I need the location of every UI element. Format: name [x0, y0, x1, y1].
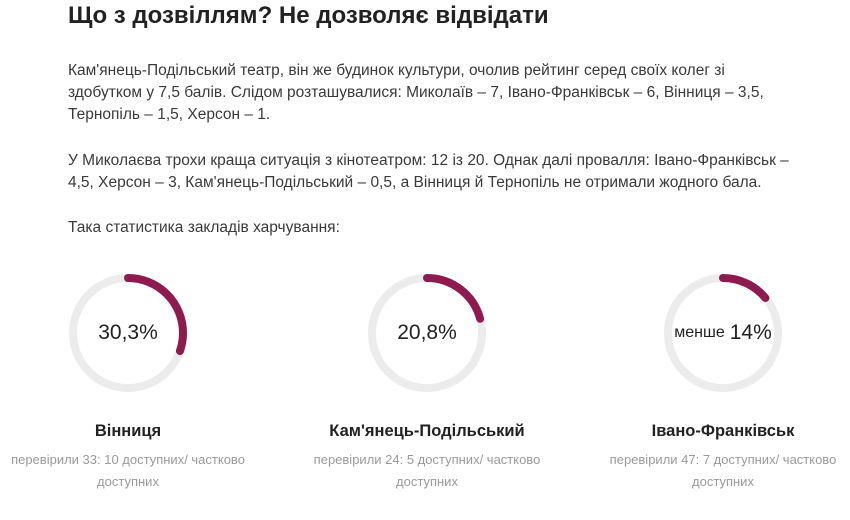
progress-ring-arc — [664, 274, 782, 392]
stat-note: перевірили 24: 5 доступних/ частково дос… — [313, 452, 541, 489]
article-heading: Що з дозвіллям? Не дозволяє відвідати — [68, 2, 549, 29]
progress-ring-graphic — [69, 274, 187, 392]
stat-card-ivano-frankivsk: менше 14% Івано-Франківськ перевірили 47… — [583, 270, 850, 493]
stat-city: Івано-Франківськ — [651, 422, 795, 440]
progress-ring-arc — [368, 274, 486, 392]
stat-card-kamianets: 20,8% Кам'янець-Подільський перевірили 2… — [287, 270, 567, 493]
stat-value: менше 14% — [660, 270, 786, 396]
progress-ring: 20,8% — [364, 270, 490, 396]
stat-city: Вінниця — [94, 422, 162, 440]
progress-ring: 30,3% — [65, 270, 191, 396]
paragraph-theatre: Кам'янець-Подільський театр, він же буди… — [68, 62, 764, 123]
stat-note: перевірили 33: 10 доступних/ частково до… — [11, 452, 245, 489]
stat-city: Кам'янець-Подільський — [329, 422, 525, 440]
stat-prefix: менше — [674, 324, 725, 341]
progress-ring-graphic — [368, 274, 486, 392]
progress-ring: менше 14% — [660, 270, 786, 396]
stat-value: 30,3% — [65, 270, 191, 396]
stat-percent: 30,3% — [98, 321, 158, 344]
stat-value: 20,8% — [364, 270, 490, 396]
paragraph-food-intro: Така статистика закладів харчування: — [68, 219, 340, 236]
stat-percent: 20,8% — [397, 321, 457, 344]
stat-percent: 14% — [729, 321, 772, 344]
stat-note: перевірили 47: 7 доступних/ частково дос… — [609, 452, 837, 489]
progress-ring-graphic — [664, 274, 782, 392]
stat-card-vinnytsia: 30,3% Вінниця перевірили 33: 10 доступни… — [0, 270, 268, 493]
paragraph-cinema: У Миколаєва трохи краща ситуація з кінот… — [68, 152, 789, 191]
progress-ring-arc — [69, 274, 187, 392]
